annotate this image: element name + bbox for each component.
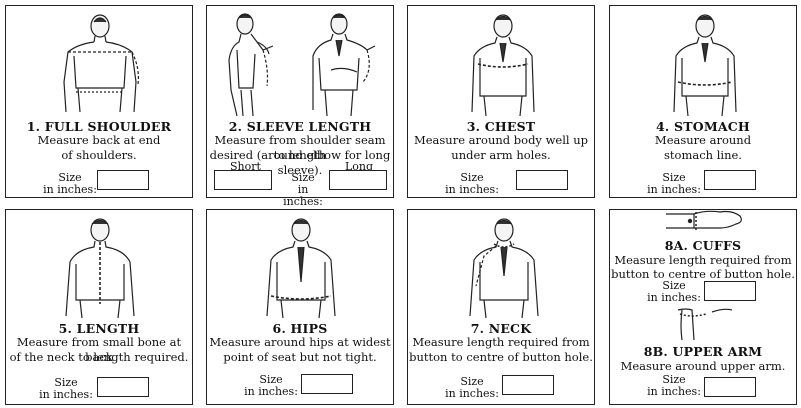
size-label: Size in inches: <box>43 171 97 196</box>
upper-arm-icon <box>672 306 736 342</box>
card-desc-line-1: Measure from shoulder seam to length <box>214 133 386 162</box>
card-desc-line-1: Measure from small bone at back <box>16 335 182 364</box>
upper-arm-desc: Measure around upper arm. <box>620 359 786 373</box>
cuffs-desc-line-1: Measure length required from <box>614 253 792 267</box>
card-title: 3. CHEST <box>466 119 536 134</box>
card-desc-line-1: Measure length required from <box>412 335 590 349</box>
card-desc-line-2: of shoulders. <box>61 148 137 162</box>
card-desc-line-1: Measure back at end <box>37 133 161 147</box>
cuffs-desc-line-2: button to centre of button hole. <box>611 267 795 281</box>
cuffs-size-label: Size in inches: <box>647 279 701 304</box>
short-label: Short <box>230 160 261 173</box>
back-torso-icon <box>50 12 150 118</box>
long-label: Long <box>345 160 374 173</box>
upper-arm-size-input[interactable] <box>704 377 756 397</box>
card-desc-line-2: point of seat but not tight. <box>223 350 377 364</box>
upper-arm-size-label: Size in inches: <box>647 373 701 398</box>
card-hips: 6. HIPS Measure around hips at widest po… <box>206 209 394 405</box>
card-desc-line-2: under arm holes. <box>451 148 551 162</box>
card-sleeve-length: 2. SLEEVE LENGTH Measure from shoulder s… <box>206 5 394 208</box>
size-label: Size in inches: <box>39 376 93 401</box>
card-desc-line-1: Measure around body well up <box>413 133 589 147</box>
short-size-input[interactable] <box>214 170 272 190</box>
card-length: 5. LENGTH Measure from small bone at bac… <box>5 209 193 405</box>
card-desc-line-2: button to centre of button hole. <box>409 350 593 364</box>
size-input[interactable] <box>502 375 554 395</box>
size-label: Size in inches: <box>445 375 499 400</box>
card-desc-line-2: of the neck to length required. <box>9 350 189 364</box>
card-neck: 7. NECK Measure length required from but… <box>407 209 595 405</box>
cuffs-size-input[interactable] <box>704 281 756 301</box>
size-input[interactable] <box>97 377 149 397</box>
card-desc-line-1: Measure around hips at widest <box>209 335 391 349</box>
front-torso-icon <box>458 12 548 118</box>
card-desc-line-2: stomach line. <box>664 148 742 162</box>
card-title: 7. NECK <box>470 321 532 336</box>
card-title: 2. SLEEVE LENGTH <box>228 119 372 134</box>
size-label: Size in inches: <box>283 171 323 208</box>
side-arm-icon <box>217 10 279 118</box>
size-label: Size in inches: <box>244 373 298 398</box>
size-label: Size in inches: <box>647 171 701 196</box>
card-chest: 3. CHEST Measure around body well up und… <box>407 5 595 198</box>
card-desc-line-2: desired (around elbow for long sleeve). <box>209 148 391 177</box>
card-cuffs-upper-arm: 8A. CUFFS Measure length required from b… <box>609 209 797 405</box>
back-torso-icon <box>52 216 148 320</box>
size-input[interactable] <box>516 170 568 190</box>
size-input[interactable] <box>97 170 149 190</box>
wrist-cuff-icon <box>666 202 746 238</box>
card-title: 4. STOMACH <box>656 119 750 134</box>
front-torso-icon <box>303 10 385 118</box>
card-title: 6. HIPS <box>272 321 328 336</box>
size-input[interactable] <box>704 170 756 190</box>
size-input[interactable] <box>301 374 353 394</box>
cuffs-title: 8A. CUFFS <box>664 238 742 253</box>
front-torso-icon <box>456 216 548 320</box>
card-desc-line-1: Measure around <box>654 133 752 147</box>
long-size-input[interactable] <box>329 170 387 190</box>
size-label: Size in inches: <box>445 171 499 196</box>
card-stomach: 4. STOMACH Measure around stomach line. … <box>609 5 797 198</box>
upper-arm-title: 8B. UPPER ARM <box>643 344 763 359</box>
card-title: 5. LENGTH <box>58 321 140 336</box>
front-torso-icon <box>255 216 347 320</box>
front-torso-icon <box>660 12 750 118</box>
card-full-shoulder: 1. FULL SHOULDER Measure back at end of … <box>5 5 193 198</box>
card-title: 1. FULL SHOULDER <box>26 119 172 134</box>
